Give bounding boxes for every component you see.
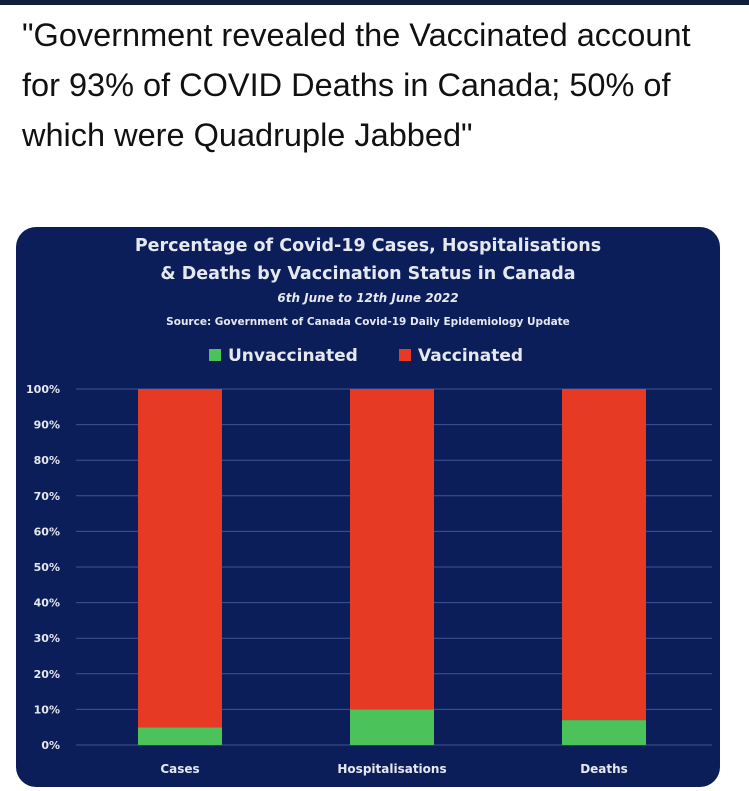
y-tick-label: 50% bbox=[34, 561, 60, 574]
y-tick-label: 90% bbox=[34, 419, 60, 432]
bar-unvaccinated-hospitalisations bbox=[350, 709, 434, 745]
legend-swatch-vaccinated bbox=[399, 349, 411, 361]
bar-vaccinated-deaths bbox=[562, 389, 646, 721]
legend-label-vaccinated: Vaccinated bbox=[418, 346, 523, 366]
bar-vaccinated-cases bbox=[138, 389, 222, 728]
y-tick-label: 40% bbox=[34, 597, 60, 610]
legend-label-unvaccinated: Unvaccinated bbox=[228, 346, 358, 366]
x-axis-labels: Cases Hospitalisations Deaths bbox=[160, 762, 627, 776]
chart-subtitle: 6th June to 12th June 2022 bbox=[277, 291, 458, 305]
y-tick-label: 70% bbox=[34, 490, 60, 503]
bar-unvaccinated-cases bbox=[138, 727, 222, 745]
chart-legend: Unvaccinated Vaccinated bbox=[209, 346, 523, 366]
y-tick-label: 30% bbox=[34, 632, 60, 645]
chart-card: Percentage of Covid-19 Cases, Hospitalis… bbox=[16, 227, 720, 787]
y-tick-label: 0% bbox=[41, 739, 60, 752]
x-tick-label-cases: Cases bbox=[160, 762, 199, 776]
bar-unvaccinated-deaths bbox=[562, 720, 646, 745]
x-tick-label-hospitalisations: Hospitalisations bbox=[337, 762, 446, 776]
y-tick-label: 100% bbox=[26, 383, 60, 396]
y-tick-label: 80% bbox=[34, 454, 60, 467]
chart-title-line1: Percentage of Covid-19 Cases, Hospitalis… bbox=[135, 236, 601, 256]
chart-source: Source: Government of Canada Covid-19 Da… bbox=[166, 316, 570, 328]
chart-bars bbox=[138, 389, 646, 745]
y-axis-ticks: 0% 10% 20% 30% 40% 50% 60% 70% 80% 90% 100% bbox=[26, 383, 60, 752]
chart-title-line2: & Deaths by Vaccination Status in Canada bbox=[160, 264, 575, 284]
top-strip bbox=[0, 0, 749, 5]
y-tick-label: 20% bbox=[34, 668, 60, 681]
x-tick-label-deaths: Deaths bbox=[580, 762, 628, 776]
y-tick-label: 10% bbox=[34, 703, 60, 716]
stacked-bar-chart: Percentage of Covid-19 Cases, Hospitalis… bbox=[26, 236, 712, 776]
legend-swatch-unvaccinated bbox=[209, 349, 221, 361]
y-tick-label: 60% bbox=[34, 525, 60, 538]
bar-vaccinated-hospitalisations bbox=[350, 389, 434, 710]
post-headline: "Government revealed the Vaccinated acco… bbox=[22, 17, 691, 153]
